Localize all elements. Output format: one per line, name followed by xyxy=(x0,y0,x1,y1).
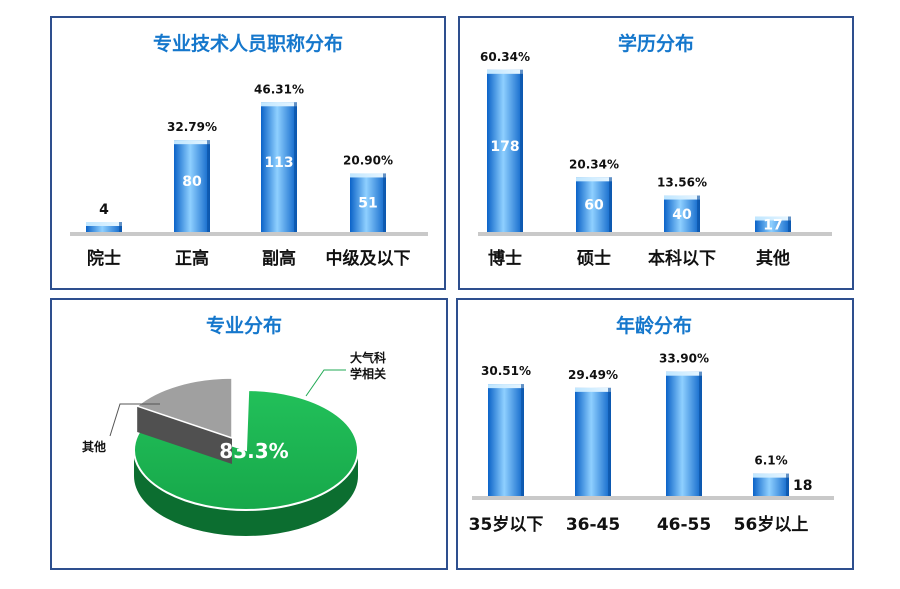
bar-1 xyxy=(575,387,611,496)
value-label-0: 178 xyxy=(490,139,519,155)
value-label-3: 17 xyxy=(763,217,782,233)
percent-label-0: 60.34% xyxy=(480,50,530,64)
percent-label-1: 29.49% xyxy=(568,368,618,382)
age-distribution-chart: 年龄分布 30.51% 35岁以下 29.49% 36-45 33.90% 46-55 6.… xyxy=(469,314,834,535)
percent-label-3: 20.90% xyxy=(343,153,393,167)
pie-slice-side-1 xyxy=(137,406,232,464)
percent-label-2: 13.56% xyxy=(657,176,707,190)
bar-3 xyxy=(350,173,386,232)
bar-3 xyxy=(753,473,789,496)
category-label-2: 46-55 xyxy=(657,515,711,535)
percent-label-2: 46.31% xyxy=(254,82,304,96)
pie-slice-label-1-line-0: 其他 xyxy=(82,439,106,454)
title-distribution-panel: 专业技术人员职称分布 4 院士 32.79% 80 正高 46.31% 113 副高 20.90… xyxy=(50,16,446,290)
age-distribution-title: 年龄分布 xyxy=(616,314,692,337)
category-label-3: 中级及以下 xyxy=(326,248,411,269)
percent-label-0: 30.51% xyxy=(481,364,531,378)
age-distribution-panel: 年龄分布 30.51% 35岁以下 29.49% 36-45 33.90% 46-55 6.… xyxy=(456,298,854,570)
category-label-1: 36-45 xyxy=(566,515,620,535)
value-label-2: 113 xyxy=(264,155,293,171)
value-label-0: 4 xyxy=(99,202,109,218)
pie-slice-label-0-line-0: 大气科 xyxy=(350,350,386,365)
percent-label-2: 33.90% xyxy=(659,352,709,366)
education-distribution-panel: 学历分布 60.34% 178 博士 20.34% 60 硕士 13.56% 40 本科以下 17… xyxy=(458,16,854,290)
category-label-0: 35岁以下 xyxy=(469,514,544,535)
axis-baseline xyxy=(472,496,834,500)
bar-0 xyxy=(86,222,122,232)
category-label-2: 本科以下 xyxy=(648,248,716,269)
percent-label-1: 32.79% xyxy=(167,120,217,134)
pie-slice-label-0-line-1: 学相关 xyxy=(350,366,386,381)
education-distribution-title: 学历分布 xyxy=(618,32,694,55)
category-label-2: 副高 xyxy=(262,248,296,269)
value-label-1: 60 xyxy=(584,198,604,214)
category-label-0: 院士 xyxy=(87,248,121,269)
value-label-2: 40 xyxy=(672,207,692,223)
value-label-1: 80 xyxy=(182,174,202,190)
bar-2 xyxy=(666,371,702,496)
education-distribution-chart: 学历分布 60.34% 178 博士 20.34% 60 硕士 13.56% 40 本科以下 17… xyxy=(478,32,832,269)
bar-3 xyxy=(755,216,791,232)
category-label-3: 56岁以上 xyxy=(734,514,809,535)
axis-baseline xyxy=(478,232,832,236)
bar-1 xyxy=(576,177,612,232)
pie-leader-line-0 xyxy=(305,369,346,397)
value-label-3: 51 xyxy=(358,196,377,212)
major-distribution-title: 专业分布 xyxy=(206,314,282,337)
bar-2 xyxy=(261,102,297,232)
bar-0 xyxy=(488,384,524,496)
pie-slice-1 xyxy=(135,377,233,440)
pie-slice-0 xyxy=(133,389,359,511)
percent-label-1: 20.34% xyxy=(569,157,619,171)
percent-label-3: 6.1% xyxy=(754,454,787,468)
pie-leader-line-1 xyxy=(109,403,160,437)
bar-2 xyxy=(664,195,700,232)
category-label-1: 硕士 xyxy=(577,248,611,269)
bar-0 xyxy=(487,69,523,232)
category-label-0: 博士 xyxy=(488,248,522,269)
pie-percent-label-0: 83.3% xyxy=(219,439,288,463)
title-distribution-title: 专业技术人员职称分布 xyxy=(153,32,343,55)
title-distribution-chart: 专业技术人员职称分布 4 院士 32.79% 80 正高 46.31% 113 副高 20.90… xyxy=(70,32,428,269)
axis-baseline xyxy=(70,232,428,236)
side-value-label-3: 18 xyxy=(793,478,812,494)
category-label-1: 正高 xyxy=(175,248,209,269)
major-distribution-panel: 专业分布 83.3% 大气科 学相关其他 xyxy=(50,298,448,570)
pie-slice-side-0 xyxy=(134,450,358,536)
category-label-3: 其他 xyxy=(756,248,790,269)
bar-1 xyxy=(174,140,210,232)
